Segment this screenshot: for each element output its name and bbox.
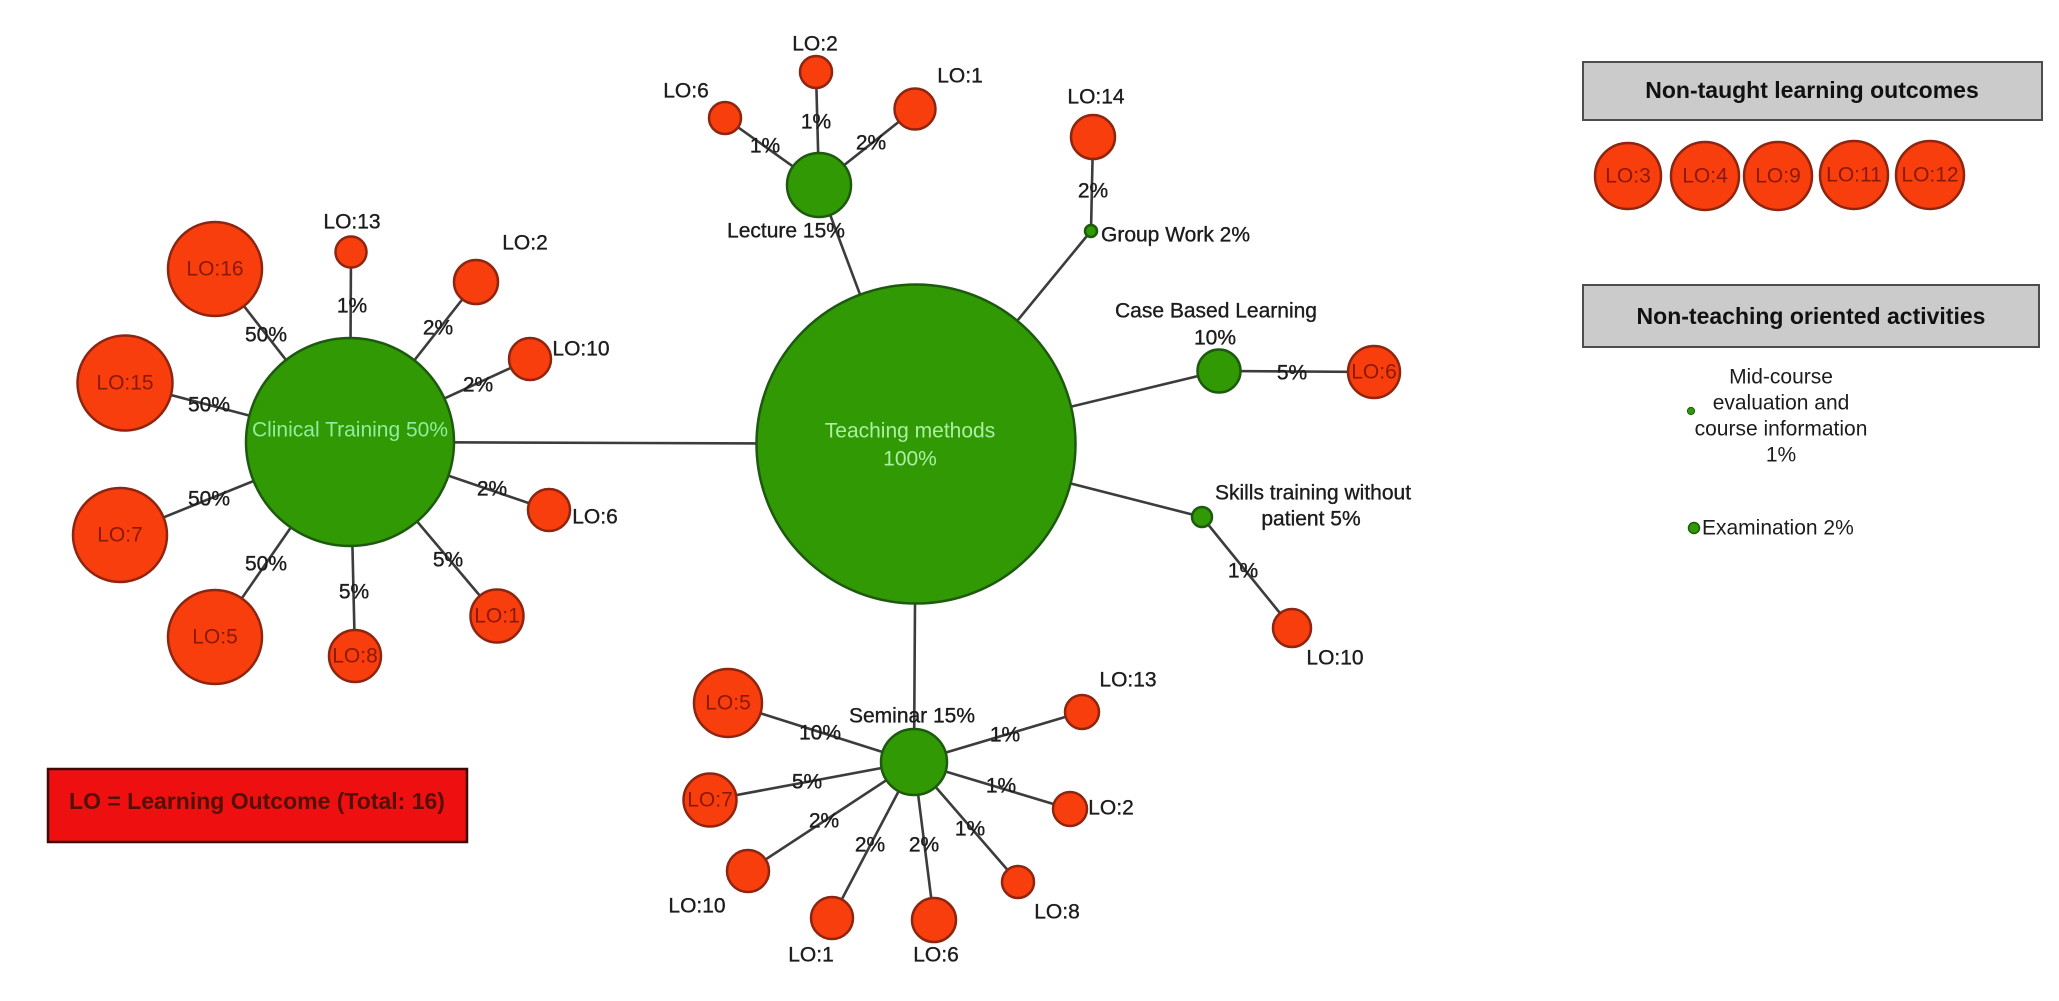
svg-text:Lecture 15%: Lecture 15% (727, 220, 845, 243)
svg-text:LO:11: LO:11 (1826, 164, 1882, 187)
svg-text:1%: 1% (337, 295, 367, 318)
svg-text:5%: 5% (1277, 362, 1307, 385)
svg-text:LO:10: LO:10 (552, 338, 609, 361)
svg-text:LO:10: LO:10 (668, 895, 725, 918)
svg-text:LO = Learning Outcome (Total:: LO = Learning Outcome (Total: 16) (69, 788, 445, 814)
svg-text:LO:7: LO:7 (687, 789, 733, 812)
svg-text:evaluation and: evaluation and (1713, 392, 1850, 415)
svg-text:2%: 2% (909, 834, 939, 857)
svg-text:10%: 10% (1194, 327, 1236, 350)
svg-text:Non-taught learning outcomes: Non-taught learning outcomes (1645, 77, 1979, 103)
svg-text:LO:5: LO:5 (192, 626, 238, 649)
svg-text:2%: 2% (423, 317, 453, 340)
svg-text:LO:13: LO:13 (1099, 669, 1156, 692)
svg-text:LO:5: LO:5 (705, 692, 751, 715)
svg-text:2%: 2% (477, 478, 507, 501)
svg-text:5%: 5% (792, 771, 822, 794)
svg-text:2%: 2% (856, 132, 886, 155)
svg-text:1%: 1% (1228, 560, 1258, 583)
svg-text:LO:14: LO:14 (1067, 86, 1125, 109)
svg-text:Clinical Training 50%: Clinical Training 50% (252, 419, 448, 442)
svg-text:2%: 2% (1078, 180, 1108, 203)
svg-text:course information: course information (1695, 418, 1868, 441)
svg-text:5%: 5% (339, 581, 369, 604)
svg-text:50%: 50% (188, 394, 230, 417)
svg-text:1%: 1% (750, 135, 780, 158)
svg-text:LO:16: LO:16 (186, 258, 243, 281)
svg-text:Mid-course: Mid-course (1729, 366, 1833, 389)
svg-text:Group Work 2%: Group Work 2% (1101, 224, 1250, 247)
svg-text:LO:12: LO:12 (1901, 164, 1958, 187)
svg-text:LO:7: LO:7 (97, 524, 143, 547)
svg-text:LO:10: LO:10 (1306, 647, 1363, 670)
svg-text:Seminar 15%: Seminar 15% (849, 705, 975, 728)
svg-text:LO:2: LO:2 (502, 232, 548, 255)
svg-text:10%: 10% (799, 722, 841, 745)
svg-text:LO:6: LO:6 (1351, 361, 1397, 384)
svg-text:LO:13: LO:13 (323, 211, 380, 234)
svg-text:LO:1: LO:1 (788, 944, 834, 967)
svg-text:LO:4: LO:4 (1682, 165, 1728, 188)
svg-text:LO:2: LO:2 (1088, 797, 1134, 820)
svg-text:Skills training without: Skills training without (1215, 482, 1411, 505)
svg-text:1%: 1% (1766, 444, 1796, 467)
svg-text:LO:1: LO:1 (937, 65, 983, 88)
svg-text:50%: 50% (245, 324, 287, 347)
svg-text:Examination 2%: Examination 2% (1702, 517, 1854, 540)
svg-text:LO:9: LO:9 (1755, 165, 1801, 188)
svg-text:50%: 50% (188, 488, 230, 511)
svg-text:50%: 50% (245, 553, 287, 576)
svg-text:1%: 1% (986, 775, 1016, 798)
svg-text:2%: 2% (809, 810, 839, 833)
svg-text:5%: 5% (433, 549, 463, 572)
svg-text:2%: 2% (855, 834, 885, 857)
svg-text:LO:1: LO:1 (474, 605, 520, 628)
svg-text:1%: 1% (955, 818, 985, 841)
svg-text:LO:6: LO:6 (913, 944, 959, 967)
svg-text:LO:8: LO:8 (332, 645, 378, 668)
svg-text:LO:6: LO:6 (663, 80, 709, 103)
svg-text:Case Based Learning: Case Based Learning (1115, 300, 1317, 323)
svg-text:LO:2: LO:2 (792, 33, 838, 56)
svg-text:1%: 1% (801, 111, 831, 134)
svg-text:patient 5%: patient 5% (1261, 508, 1360, 531)
svg-text:Teaching methods: Teaching methods (825, 420, 995, 443)
svg-text:LO:3: LO:3 (1605, 165, 1651, 188)
svg-text:Non-teaching oriented activiti: Non-teaching oriented activities (1637, 303, 1986, 329)
svg-text:LO:6: LO:6 (572, 506, 618, 529)
svg-text:2%: 2% (463, 374, 493, 397)
svg-text:100%: 100% (883, 448, 937, 471)
svg-text:LO:8: LO:8 (1034, 901, 1080, 924)
svg-text:LO:15: LO:15 (96, 372, 153, 395)
svg-text:1%: 1% (990, 724, 1020, 747)
